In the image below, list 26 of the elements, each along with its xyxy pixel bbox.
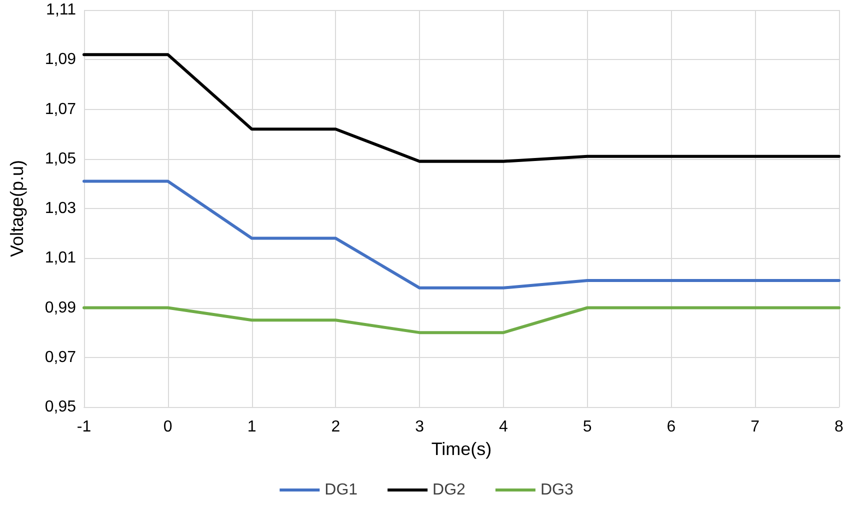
legend-label: DG1 [324, 482, 358, 498]
y-tick-label: 1,11 [46, 2, 76, 18]
x-tick-label: 6 [666, 418, 676, 436]
x-tick-label: 5 [582, 418, 592, 436]
x-tick-label: 8 [834, 418, 844, 436]
x-tick-label: 4 [498, 418, 508, 436]
y-tick-label: 0,95 [44, 398, 76, 416]
x-tick-label: 7 [750, 418, 760, 436]
x-axis-title: Time(s) [431, 438, 492, 459]
y-axis-title: Voltage(p.u) [7, 160, 27, 258]
legend-label: DG2 [432, 482, 466, 498]
y-tick-label: 0,97 [44, 348, 76, 366]
y-tick-label: 1,07 [44, 100, 76, 118]
x-tick-label: 1 [247, 418, 256, 436]
line-series [82, 180, 840, 290]
x-tick-label: 3 [415, 418, 424, 436]
line-series [82, 53, 840, 163]
y-tick-label: 1,05 [44, 150, 76, 168]
y-tick-label: 1,01 [44, 250, 76, 267]
x-tick-label: 0 [163, 418, 172, 436]
y-tick-label: 1,03 [44, 200, 76, 217]
x-tick-label: -1 [76, 418, 92, 436]
legend-label: DG3 [540, 482, 574, 498]
y-tick-label: 0,99 [44, 299, 76, 316]
y-tick-label: 1,09 [44, 51, 76, 68]
x-tick-label: 2 [331, 418, 340, 436]
